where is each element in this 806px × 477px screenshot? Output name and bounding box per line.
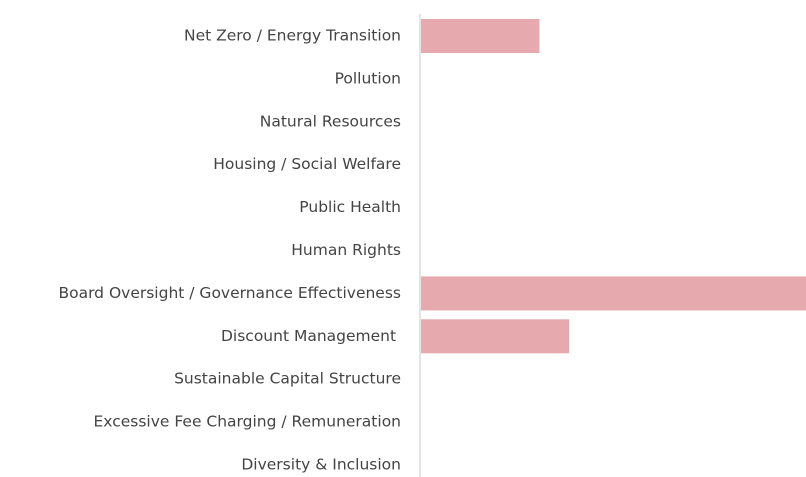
- y-tick-label: Diversity & Inclusion: [241, 456, 401, 474]
- bar: [421, 276, 806, 311]
- bar: [421, 19, 540, 53]
- y-tick-label: Sustainable Capital Structure: [174, 370, 401, 388]
- y-tick-label: Net Zero / Energy Transition: [184, 27, 401, 45]
- y-tick-label: Board Oversight / Governance Effectivene…: [58, 284, 401, 302]
- y-tick-label: Pollution: [335, 69, 401, 87]
- y-tick-label: Excessive Fee Charging / Remuneration: [94, 413, 402, 431]
- y-tick-label: Natural Resources: [260, 112, 401, 130]
- y-tick-label: Housing / Social Welfare: [213, 155, 401, 173]
- y-tick-label: Public Health: [299, 198, 401, 216]
- y-tick-label: Discount Management: [221, 327, 401, 345]
- bar: [421, 319, 570, 354]
- y-tick-label: Human Rights: [291, 241, 401, 259]
